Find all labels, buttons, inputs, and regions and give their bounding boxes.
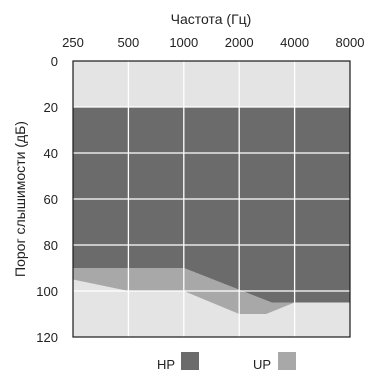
y-tick-label: 20 [44, 100, 58, 115]
y-tick-label: 100 [36, 284, 58, 299]
x-tick-label: 1000 [169, 35, 198, 50]
y-tick-label: 40 [44, 146, 58, 161]
x-tick-label: 500 [118, 35, 140, 50]
y-tick-label: 120 [36, 330, 58, 345]
x-tick-label: 2000 [225, 35, 254, 50]
x-tick-label: 8000 [336, 35, 365, 50]
area-hp [73, 107, 350, 303]
legend: HP UP [157, 352, 296, 372]
legend-swatch-up [278, 352, 296, 370]
plot-frame [72, 60, 351, 338]
legend-label-hp: HP [157, 357, 175, 372]
y-axis-title: Порог слышимости (дБ) [12, 121, 28, 277]
y-tick-labels: 0 20 40 60 80 100 120 [36, 54, 58, 345]
legend-label-up: UP [253, 357, 271, 372]
grid-lines [73, 61, 350, 337]
x-tick-labels: 250 500 1000 2000 4000 8000 [62, 35, 364, 50]
y-tick-label: 60 [44, 192, 58, 207]
x-tick-label: 4000 [280, 35, 309, 50]
x-tick-label: 250 [62, 35, 84, 50]
y-tick-label: 0 [51, 54, 58, 69]
x-axis-title: Частота (Гц) [171, 11, 252, 27]
series-areas [73, 107, 350, 314]
y-tick-label: 80 [44, 238, 58, 253]
legend-swatch-hp [181, 352, 199, 370]
